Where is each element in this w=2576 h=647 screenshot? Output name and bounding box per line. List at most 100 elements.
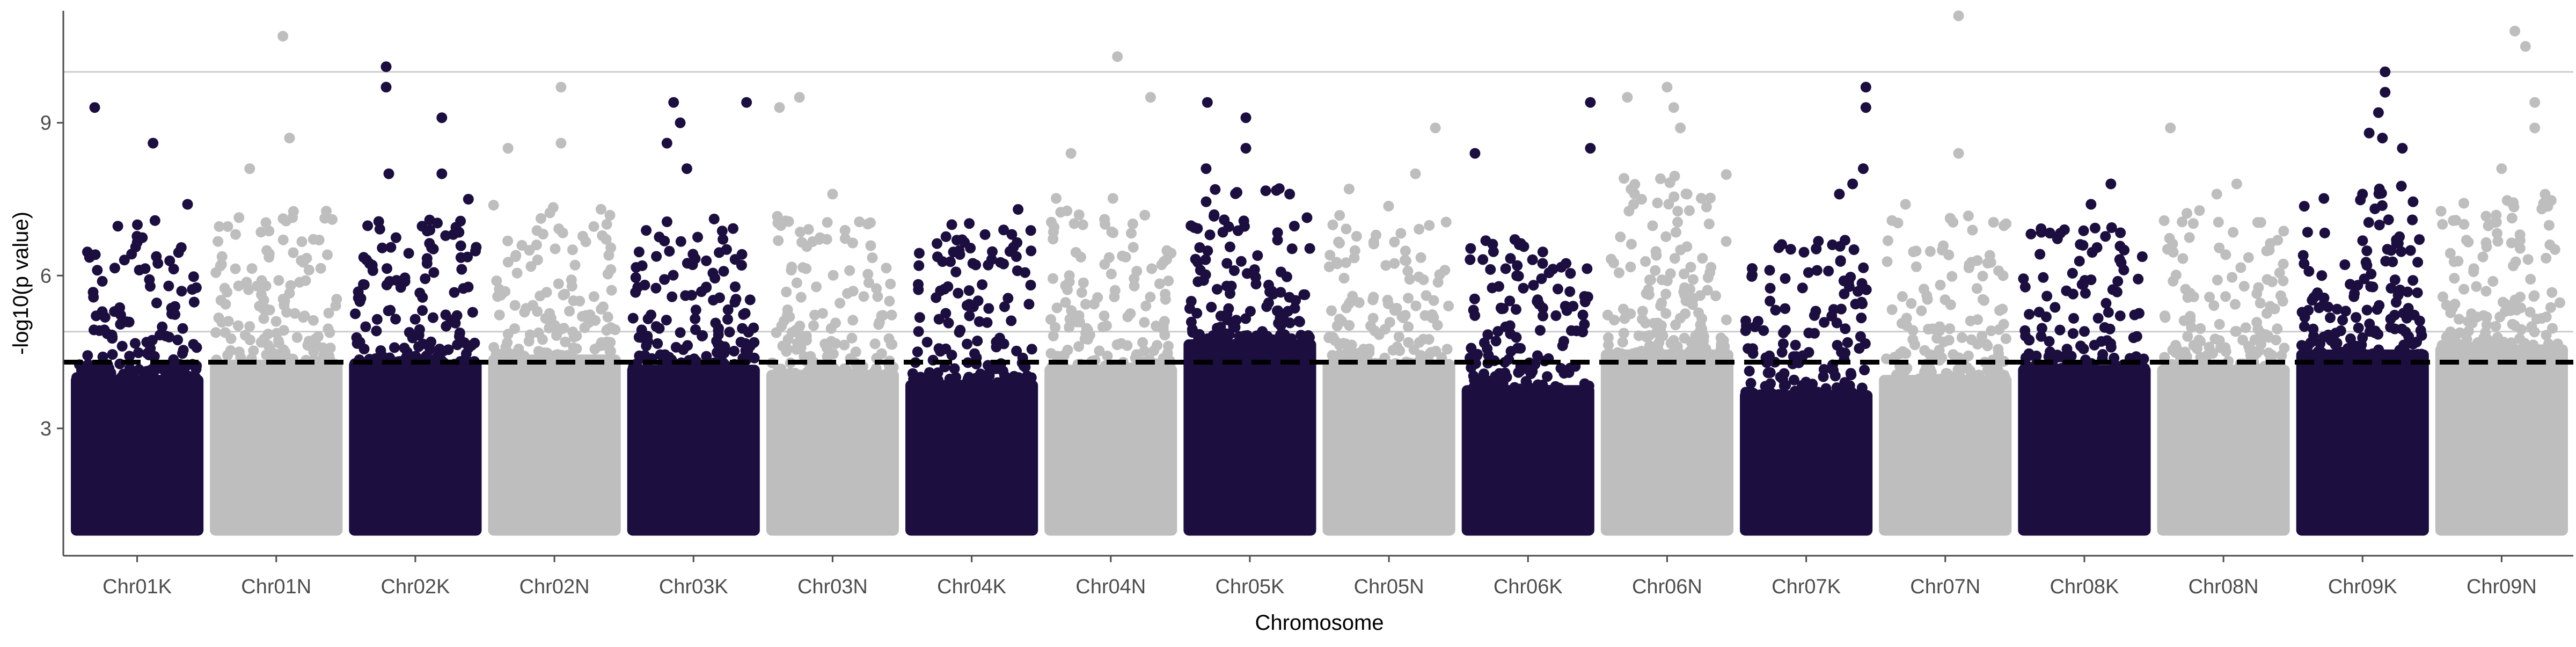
snp-point xyxy=(1965,315,1976,326)
snp-point xyxy=(1966,334,1977,345)
chromosome-chr09n-points xyxy=(2435,25,2568,536)
top-hit-point xyxy=(1202,97,1213,108)
snp-point xyxy=(550,243,561,255)
snp-point xyxy=(215,260,226,272)
snp-point xyxy=(1087,365,1099,376)
snp-point xyxy=(1145,292,1156,303)
snp-point xyxy=(865,240,876,251)
snp-point xyxy=(791,277,802,288)
snp-point xyxy=(1393,331,1404,343)
snp-point xyxy=(1130,367,1141,378)
snp-point xyxy=(1780,303,1791,314)
snp-point xyxy=(1855,331,1866,342)
snp-point xyxy=(1185,296,1197,307)
snp-point xyxy=(241,277,252,288)
snp-point xyxy=(811,281,822,293)
snp-point xyxy=(2374,220,2385,230)
snp-point xyxy=(2038,272,2049,283)
snp-point xyxy=(1956,332,1967,343)
snp-point xyxy=(2505,305,2516,316)
snp-point xyxy=(1785,244,1796,255)
snp-point xyxy=(1648,352,1659,362)
top-hit-point xyxy=(380,82,392,93)
snp-point xyxy=(1204,229,1216,241)
snp-point xyxy=(371,314,383,325)
snp-point xyxy=(1665,268,1676,279)
top-hit-point xyxy=(1343,184,1355,194)
snp-point xyxy=(2481,311,2492,323)
snp-point xyxy=(2361,245,2373,257)
snp-point xyxy=(2412,257,2424,268)
snp-point xyxy=(154,330,165,340)
snp-point xyxy=(533,346,544,357)
snp-point xyxy=(1883,376,1894,388)
snp-point xyxy=(1907,334,1919,345)
snp-point xyxy=(1547,264,1558,275)
snp-point xyxy=(315,263,326,274)
top-hit-point xyxy=(1240,143,1252,154)
snp-point xyxy=(1916,305,1927,316)
top-hit-point xyxy=(1410,168,1421,179)
snp-point xyxy=(659,274,670,285)
x-tick-label: Chr09K xyxy=(2328,576,2397,598)
snp-point xyxy=(2403,303,2414,314)
snp-point xyxy=(1827,239,1838,250)
snp-point xyxy=(962,338,972,350)
snp-point xyxy=(109,263,120,274)
snp-point xyxy=(268,349,280,360)
snp-point xyxy=(2214,242,2225,253)
snp-point xyxy=(1109,365,1121,376)
snp-point xyxy=(1793,357,1804,368)
snp-point xyxy=(1650,265,1661,276)
snp-point xyxy=(82,377,93,388)
snp-point xyxy=(2454,314,2465,325)
snp-point xyxy=(2111,286,2123,297)
snp-point xyxy=(1224,329,1235,340)
top-hit-point xyxy=(1857,163,1869,175)
snp-point xyxy=(2255,297,2266,309)
snp-point xyxy=(149,377,160,388)
snp-point xyxy=(285,280,296,291)
x-tick-label: Chr04K xyxy=(937,576,1006,598)
snp-point xyxy=(2319,227,2330,238)
snp-point xyxy=(2019,281,2031,293)
snp-point xyxy=(2238,281,2250,292)
snp-point xyxy=(2159,310,2170,322)
snp-point xyxy=(2230,326,2242,337)
dense-points-block xyxy=(2157,365,2290,536)
snp-point xyxy=(961,300,972,311)
snp-point xyxy=(2193,335,2205,346)
snp-point xyxy=(1219,214,1230,226)
dense-points-block xyxy=(2018,365,2151,536)
top-hit-point xyxy=(89,102,100,113)
y-ticks: 3 6 9 xyxy=(40,112,63,440)
snp-point xyxy=(375,345,386,356)
snp-point xyxy=(2228,227,2239,238)
top-hit-point xyxy=(2380,86,2391,98)
top-hit-point xyxy=(383,168,394,179)
snp-point xyxy=(932,382,942,393)
top-hit-point xyxy=(2085,199,2097,210)
snp-point xyxy=(1952,364,1964,375)
snp-point xyxy=(2522,254,2534,265)
snp-point xyxy=(870,363,882,374)
snp-point xyxy=(1740,387,1751,398)
snp-point xyxy=(1217,227,1228,238)
snp-point xyxy=(214,221,225,232)
snp-point xyxy=(636,260,648,271)
snp-point xyxy=(716,226,728,237)
snp-point xyxy=(2312,346,2324,357)
snp-point xyxy=(2103,307,2114,318)
snp-point xyxy=(601,219,612,230)
snp-point xyxy=(244,321,255,332)
snp-point xyxy=(531,225,543,236)
snp-point xyxy=(168,264,179,275)
snp-point xyxy=(1469,310,1481,321)
snp-point xyxy=(705,365,716,376)
snp-point xyxy=(358,344,370,354)
snp-point xyxy=(2089,222,2101,234)
snp-point xyxy=(1069,218,1080,229)
snp-point xyxy=(2299,258,2310,270)
snp-point xyxy=(1963,350,1974,361)
dense-points-block xyxy=(1322,359,1455,536)
